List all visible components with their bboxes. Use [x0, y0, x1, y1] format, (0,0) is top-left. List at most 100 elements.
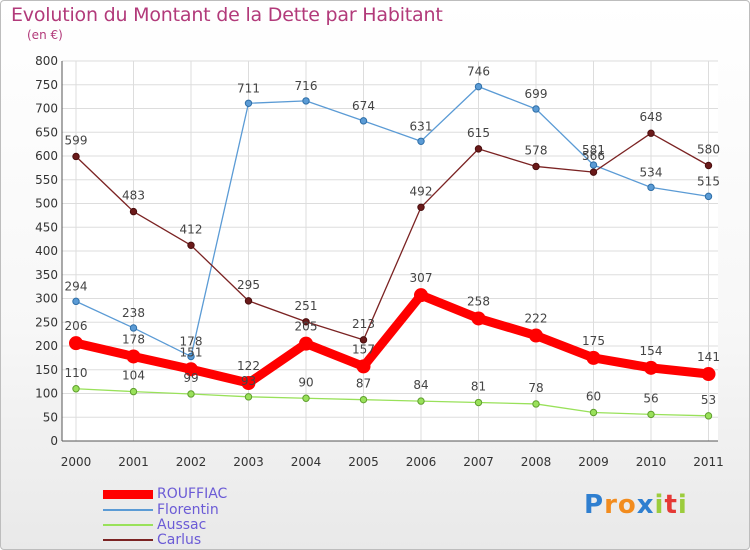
- data-label-florentin: 534: [640, 165, 663, 179]
- data-point-florentin: [532, 105, 540, 113]
- y-tick-label: 250: [35, 315, 58, 329]
- data-point-aussac: [359, 395, 368, 404]
- x-tick-label: 2004: [291, 455, 322, 469]
- data-point-carlus: [647, 129, 655, 137]
- x-tick-label: 2007: [463, 455, 494, 469]
- data-label-rouffiac: 141: [697, 350, 720, 364]
- data-label-florentin: 746: [467, 65, 490, 79]
- data-point-rouffiac: [356, 359, 371, 374]
- legend-swatch: [103, 509, 153, 511]
- data-label-aussac: 81: [471, 380, 486, 394]
- data-label-rouffiac: 205: [295, 320, 318, 334]
- data-label-carlus: 648: [640, 110, 663, 124]
- y-tick-label: 450: [35, 220, 58, 234]
- data-point-florentin: [72, 297, 80, 306]
- data-label-rouffiac: 175: [582, 334, 605, 348]
- data-point-carlus: [244, 297, 253, 305]
- chart-subtitle: (en €): [27, 28, 63, 42]
- data-label-carlus: 412: [180, 222, 203, 236]
- legend-swatch: [103, 489, 153, 499]
- data-point-aussac: [129, 387, 138, 396]
- y-tick-label: 800: [35, 54, 58, 68]
- logo-letter: r: [604, 490, 618, 520]
- data-point-carlus: [589, 168, 598, 176]
- data-point-rouffiac: [126, 349, 141, 364]
- data-point-carlus: [359, 336, 368, 344]
- logo-letter: i: [654, 490, 665, 520]
- logo-letter: x: [636, 490, 655, 520]
- data-label-rouffiac: 154: [640, 344, 663, 358]
- y-tick-label: 550: [35, 173, 58, 187]
- data-point-aussac: [647, 410, 655, 419]
- data-point-aussac: [704, 412, 713, 420]
- data-label-rouffiac: 151: [180, 345, 203, 359]
- y-tick-label: 150: [35, 363, 58, 377]
- y-tick-label: 700: [35, 102, 58, 116]
- data-label-carlus: 599: [65, 133, 88, 147]
- logo-letter: P: [584, 490, 605, 520]
- data-label-aussac: 99: [183, 371, 198, 385]
- y-tick-label: 650: [35, 125, 58, 139]
- x-tick-label: 2011: [693, 455, 724, 469]
- data-label-florentin: 238: [122, 306, 145, 320]
- data-point-florentin: [647, 183, 655, 192]
- x-tick-label: 2005: [348, 455, 379, 469]
- data-label-rouffiac: 157: [352, 342, 375, 356]
- data-label-florentin: 674: [352, 99, 375, 113]
- y-tick-label: 100: [35, 387, 58, 401]
- legend-label: Aussac: [157, 517, 207, 533]
- data-label-aussac: 53: [701, 393, 716, 407]
- data-label-florentin: 515: [697, 174, 720, 188]
- legend-item-aussac: Aussac: [103, 517, 206, 533]
- data-point-carlus: [704, 161, 713, 170]
- legend-swatch: [103, 539, 153, 541]
- data-point-carlus: [417, 203, 425, 212]
- series-line-aussac: [75, 388, 709, 417]
- data-point-carlus: [532, 162, 540, 171]
- legend-item-florentin: Florentin: [103, 502, 219, 518]
- data-point-florentin: [187, 352, 195, 361]
- data-label-carlus: 578: [525, 143, 548, 157]
- y-tick-label: 200: [35, 339, 58, 353]
- data-point-carlus: [72, 152, 80, 161]
- data-point-aussac: [72, 385, 80, 393]
- data-label-rouffiac: 307: [410, 271, 433, 285]
- y-tick-label: 500: [35, 197, 58, 211]
- data-point-rouffiac: [299, 336, 313, 351]
- data-label-aussac: 93: [241, 374, 256, 388]
- data-label-rouffiac: 206: [65, 319, 88, 333]
- data-point-rouffiac: [414, 288, 428, 303]
- data-label-florentin: 294: [65, 279, 88, 293]
- data-point-florentin: [417, 137, 425, 145]
- data-label-aussac: 87: [356, 377, 371, 391]
- y-tick-label: 0: [50, 434, 58, 448]
- data-point-florentin: [704, 192, 713, 201]
- data-point-carlus: [187, 241, 195, 250]
- data-point-aussac: [302, 394, 310, 402]
- data-label-florentin: 699: [525, 87, 548, 101]
- data-label-aussac: 56: [643, 391, 658, 405]
- data-label-rouffiac: 258: [467, 294, 490, 308]
- data-point-florentin: [129, 324, 138, 332]
- data-label-carlus: 295: [237, 278, 260, 292]
- data-label-carlus: 251: [295, 299, 318, 313]
- data-label-florentin: 581: [582, 143, 605, 157]
- series-line-florentin: [75, 86, 709, 358]
- data-point-aussac: [532, 400, 540, 408]
- data-point-rouffiac: [529, 328, 543, 343]
- logo-letter: t: [664, 490, 678, 520]
- data-point-aussac: [589, 408, 598, 417]
- data-point-rouffiac: [471, 311, 486, 326]
- data-point-rouffiac: [69, 336, 83, 351]
- legend-label: Carlus: [157, 532, 202, 548]
- proxiti-logo: Proxiti: [584, 490, 688, 520]
- data-label-aussac: 84: [413, 378, 428, 392]
- legend-label: ROUFFIAC: [157, 486, 228, 502]
- x-tick-label: 2006: [406, 455, 437, 469]
- x-tick-label: 2001: [118, 455, 149, 469]
- data-point-aussac: [417, 397, 425, 405]
- data-point-rouffiac: [241, 376, 256, 391]
- data-point-rouffiac: [701, 367, 716, 382]
